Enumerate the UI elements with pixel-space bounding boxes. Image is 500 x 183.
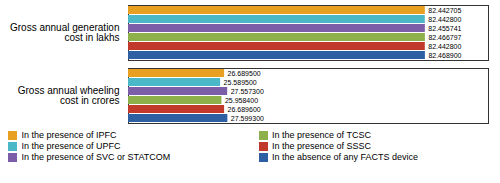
- svg-text:82.466797: 82.466797: [428, 34, 461, 41]
- html-text:In the presence of SVC or STAT: In the presence of SVC or STATCOM: [21, 152, 171, 162]
- svg-text:Gross annual wheelingcost in c: Gross annual wheelingcost in crores: [18, 85, 120, 106]
- svg-text:25.958400: 25.958400: [225, 97, 258, 104]
- html-text:In the presence of UPFC: In the presence of UPFC: [21, 141, 121, 151]
- html-text:In the presence of IPFC: In the presence of IPFC: [21, 130, 117, 140]
- svg-text:27.557300: 27.557300: [231, 88, 264, 95]
- svg-text:82.442705: 82.442705: [428, 7, 461, 14]
- html-text:In the absence of any FACTS de: In the absence of any FACTS device: [272, 152, 419, 162]
- svg-text:82.455741: 82.455741: [428, 25, 461, 32]
- svg-text:26.689500: 26.689500: [228, 70, 261, 77]
- svg-text:Gross annual generationcost in: Gross annual generationcost in lakhs: [10, 22, 120, 43]
- svg-text:82.442800: 82.442800: [428, 16, 461, 23]
- html-text:In the presence of SSSC: In the presence of SSSC: [272, 141, 372, 151]
- svg-text:27.599300: 27.599300: [231, 115, 264, 122]
- svg-text:82.468900: 82.468900: [428, 52, 461, 59]
- svg-text:26.689600: 26.689600: [228, 106, 261, 113]
- svg-text:25.589500: 25.589500: [224, 79, 257, 86]
- svg-text:82.442800: 82.442800: [428, 43, 461, 50]
- html-text:In the presence of TCSC: In the presence of TCSC: [272, 130, 371, 140]
